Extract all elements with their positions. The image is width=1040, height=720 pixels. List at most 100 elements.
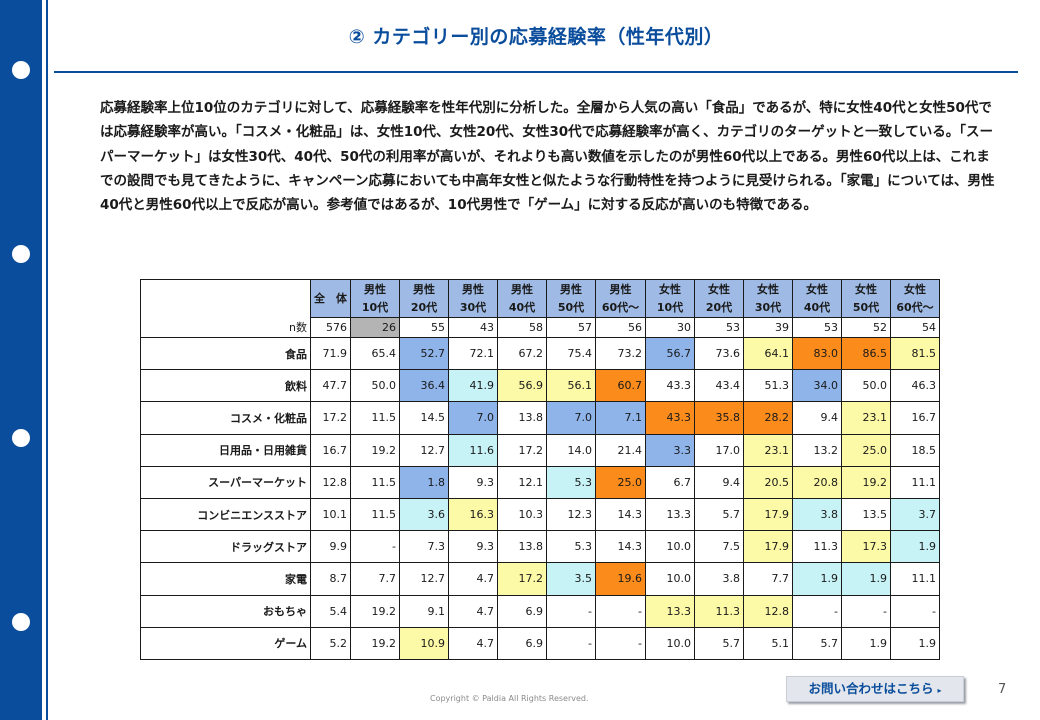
- category-rate-table: 全 体男性 10代 男性 20代 男性 30代 男性 40代 男性 50代 男性 60代～ 女性 10代女…: [140, 279, 940, 660]
- table-cell: 34.0: [792, 369, 842, 403]
- table-cell: -: [890, 594, 940, 628]
- table-cell: 14.5: [399, 401, 449, 435]
- table-cell: 5.7: [694, 626, 744, 660]
- table-row: 飲料 47.7 50.0 36.4 41.9 56.9 56.1 60.7 43.3 43.4 51…: [140, 369, 940, 403]
- table-cell: 11.3: [792, 530, 842, 564]
- table-cell: 1.9: [890, 530, 940, 564]
- table-cell: 51.3: [743, 369, 793, 403]
- row-label: コスメ・化粧品: [140, 401, 311, 435]
- table-cell: 5.3: [546, 465, 596, 499]
- column-header-line1: 男性: [413, 282, 435, 296]
- table-row: ドラッグストア 9.9-7.3 9.3 13.8 5.3 14.3 10.0 7.5 17.9 1…: [140, 530, 940, 564]
- sample-size-cell: 52: [841, 317, 891, 338]
- table-cell: 13.3: [645, 594, 695, 628]
- sample-size-cell: 39: [743, 317, 793, 338]
- table-cell: 41.9: [448, 369, 498, 403]
- row-label: 家電: [140, 562, 311, 596]
- table-cell: 56.1: [546, 369, 596, 403]
- table-cell: 5.4: [310, 594, 351, 628]
- binder-hole-icon: [12, 429, 30, 447]
- sample-size-row: n数 576 26 55 43 58 57 56 30 53 39 53 52 54: [140, 317, 940, 338]
- table-cell: 60.7: [595, 369, 646, 403]
- table-cell: 64.1: [743, 336, 793, 371]
- column-header: 男性 30代: [448, 279, 498, 318]
- table-row: 家電 8.7 7.7 12.7 4.7 17.2 3.5 19.6 10.0 3.8 7.7 1.9 1…: [140, 562, 940, 596]
- table-cell: 11.6: [448, 433, 498, 467]
- table-cell: 35.8: [694, 401, 744, 435]
- page-title: ② カテゴリー別の応募経験率（性年代別）: [348, 26, 724, 48]
- table-cell: 4.7: [448, 594, 498, 628]
- table-cell: -: [841, 594, 891, 628]
- table-cell: 19.6: [595, 562, 646, 596]
- table-cell: 17.9: [743, 497, 793, 532]
- table-cell: -: [350, 530, 400, 564]
- table-cell: 9.1: [399, 594, 449, 628]
- column-header-line1: 男性: [560, 282, 582, 296]
- table-cell: 73.2: [595, 336, 646, 371]
- table-cell: -: [595, 594, 646, 628]
- contact-button-label: お問い合わせはこちら: [808, 681, 934, 696]
- table-cell: 1.8: [399, 465, 449, 499]
- table-cell: 4.7: [448, 626, 498, 660]
- table-cell: 17.2: [497, 562, 547, 596]
- table-cell: 1.9: [841, 626, 891, 660]
- table-cell: 9.3: [448, 465, 498, 499]
- column-header: 女性 50代: [841, 279, 891, 318]
- table-cell: 3.3: [645, 433, 695, 467]
- column-header-line1: 女性: [904, 282, 926, 296]
- table-cell: 17.3: [841, 530, 891, 564]
- table-cell: 19.2: [350, 594, 400, 628]
- column-header-line2: 20代: [705, 300, 733, 314]
- table-cell: 46.3: [890, 369, 940, 403]
- table-cell: 11.5: [350, 401, 400, 435]
- table-cell: 14.3: [595, 530, 646, 564]
- column-header-line2: 30代: [754, 300, 782, 314]
- table-cell: 5.1: [743, 626, 793, 660]
- copyright-text: Copyright © Paldia All Rights Reserved.: [430, 694, 589, 703]
- table-cell: 28.2: [743, 401, 793, 435]
- sample-size-cell: 55: [399, 317, 449, 338]
- table-cell: 12.8: [743, 594, 793, 628]
- table-cell: 19.2: [350, 626, 400, 660]
- table-cell: 43.4: [694, 369, 744, 403]
- column-header-line2: 30代: [459, 300, 487, 314]
- table-cell: 1.9: [890, 626, 940, 660]
- row-label: スーパーマーケット: [140, 465, 311, 499]
- contact-button[interactable]: お問い合わせはこちら ▸: [786, 676, 964, 702]
- binder-edge-line: [46, 0, 48, 720]
- table-cell: 11.1: [890, 562, 940, 596]
- column-header-line1: 男性: [609, 282, 632, 296]
- column-header: 男性 50代: [546, 279, 596, 318]
- table-cell: 14.3: [595, 497, 646, 532]
- column-header-line2: 60代～: [896, 300, 934, 314]
- table-cell: 73.6: [694, 336, 744, 371]
- table-cell: 18.5: [890, 433, 940, 467]
- column-header: 全 体: [310, 279, 351, 318]
- table-cell: 12.1: [497, 465, 547, 499]
- table-cell: 86.5: [841, 336, 891, 371]
- sample-size-cell: 56: [595, 317, 646, 338]
- table-cell: 17.9: [743, 530, 793, 564]
- column-header-line1: 全 体: [314, 291, 347, 305]
- table-cell: 67.2: [497, 336, 547, 371]
- table-cell: 20.5: [743, 465, 793, 499]
- table-cell: 23.1: [743, 433, 793, 467]
- column-header-line1: 女性: [708, 282, 730, 296]
- table-row: コスメ・化粧品 17.2 11.5 14.5 7.0 13.8 7.0 7.1 43.3 35.8…: [140, 401, 940, 435]
- table-cell: 13.2: [792, 433, 842, 467]
- table-cell: 23.1: [841, 401, 891, 435]
- table-cell: 5.7: [792, 626, 842, 660]
- table-row: 食品 71.9 65.4 52.7 72.1 67.2 75.4 73.2 56.7 73.6 64…: [140, 336, 940, 371]
- table-cell: 52.7: [399, 336, 449, 371]
- table-cell: 7.0: [448, 401, 498, 435]
- sample-size-cell: 576: [310, 317, 351, 338]
- column-header-line1: 女性: [855, 282, 877, 296]
- table-cell: 71.9: [310, 336, 351, 371]
- column-header: 男性 40代: [497, 279, 547, 318]
- table-cell: 56.7: [645, 336, 695, 371]
- column-header: 男性 20代: [399, 279, 449, 318]
- column-header-line1: 女性: [757, 282, 779, 296]
- table-cell: 16.3: [448, 497, 498, 532]
- table-header-row: 全 体男性 10代 男性 20代 男性 30代 男性 40代 男性 50代 男性 60代～ 女性 10代女…: [140, 279, 940, 318]
- table-cell: 5.7: [694, 497, 744, 532]
